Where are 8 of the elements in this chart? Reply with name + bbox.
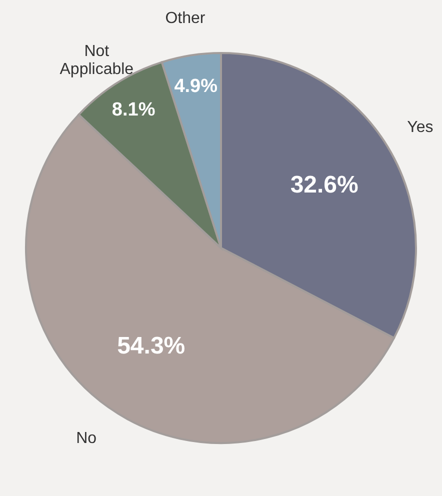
slice-label: Other xyxy=(165,10,206,27)
slice-label: Not Applicable xyxy=(60,42,134,78)
data-label: 4.9% xyxy=(174,76,218,98)
slice-label: Yes xyxy=(407,119,434,136)
slice-label: No xyxy=(76,430,97,448)
data-label: 8.1% xyxy=(112,99,156,120)
data-label: 32.6% xyxy=(290,171,358,198)
data-label: 54.3% xyxy=(117,332,186,360)
